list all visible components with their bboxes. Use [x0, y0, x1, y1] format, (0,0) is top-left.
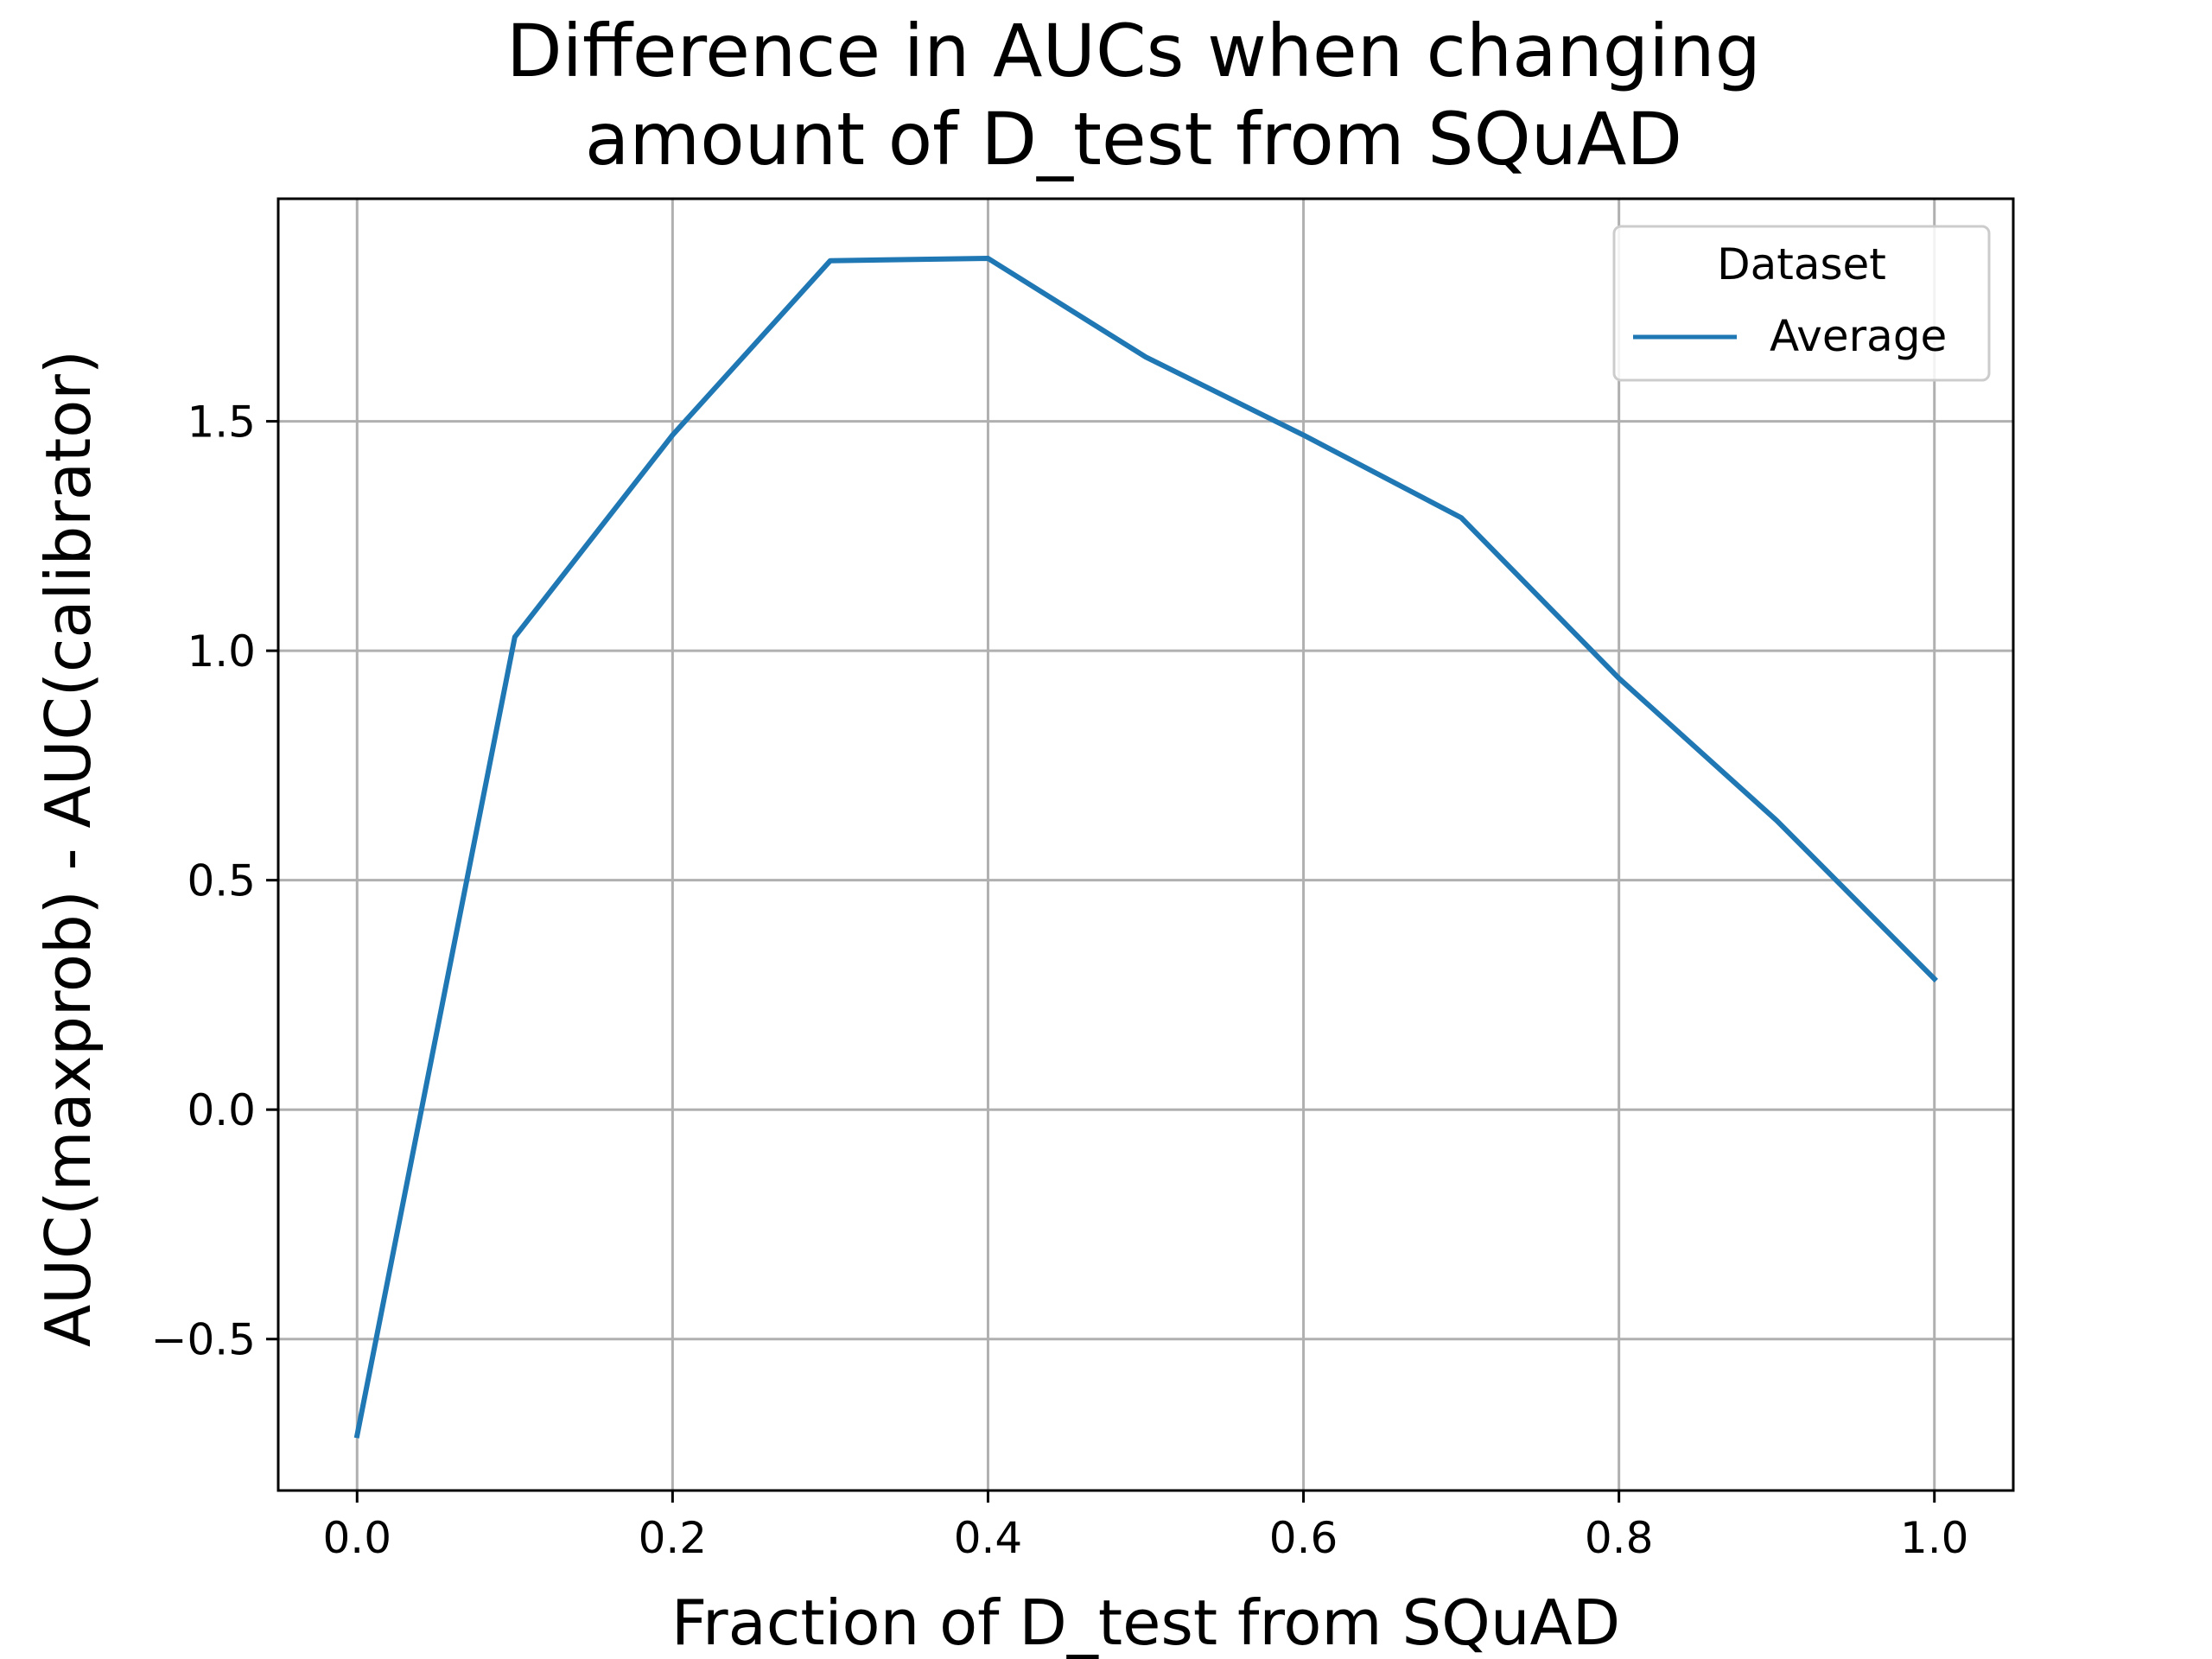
- y-tick-label: 1.5: [187, 397, 256, 448]
- y-tick-label: 0.0: [187, 1085, 256, 1135]
- x-tick-label: 0.4: [954, 1513, 1023, 1563]
- y-tick-label: −0.5: [151, 1315, 256, 1365]
- y-tick-label: 0.5: [187, 856, 256, 906]
- y-axis-ticks: −0.5 0.0 0.5 1.0 1.5: [151, 397, 278, 1365]
- x-tick-label: 0.2: [639, 1513, 708, 1563]
- y-tick-label: 1.0: [187, 626, 256, 677]
- x-tick-label: 0.0: [323, 1513, 392, 1563]
- legend-label-average: Average: [1770, 311, 1947, 361]
- y-axis-label: AUC(maxprob) - AUC(calibrator): [32, 350, 105, 1347]
- x-axis-ticks: 0.0 0.2 0.4 0.6 0.8 1.0: [323, 1491, 1969, 1563]
- x-tick-label: 0.8: [1585, 1513, 1654, 1563]
- chart-title-line-2: amount of D_test from SQuAD: [585, 97, 1682, 181]
- legend: Dataset Average: [1612, 225, 1991, 382]
- legend-box: [1612, 225, 1991, 382]
- plot-area-frame: [276, 197, 2015, 1492]
- x-tick-label: 0.6: [1269, 1513, 1338, 1563]
- legend-title: Dataset: [1717, 239, 1886, 289]
- x-tick-label: 1.0: [1900, 1513, 1969, 1563]
- series-line-average: [353, 256, 1938, 1439]
- chart-title-line-1: Difference in AUCs when changing: [506, 9, 1761, 93]
- series-layer: [353, 256, 1938, 1439]
- x-axis-label: Fraction of D_test from SQuAD: [671, 1586, 1620, 1659]
- grid-lines: [278, 199, 2013, 1491]
- chart-title: Difference in AUCs when changing amount …: [506, 9, 1761, 181]
